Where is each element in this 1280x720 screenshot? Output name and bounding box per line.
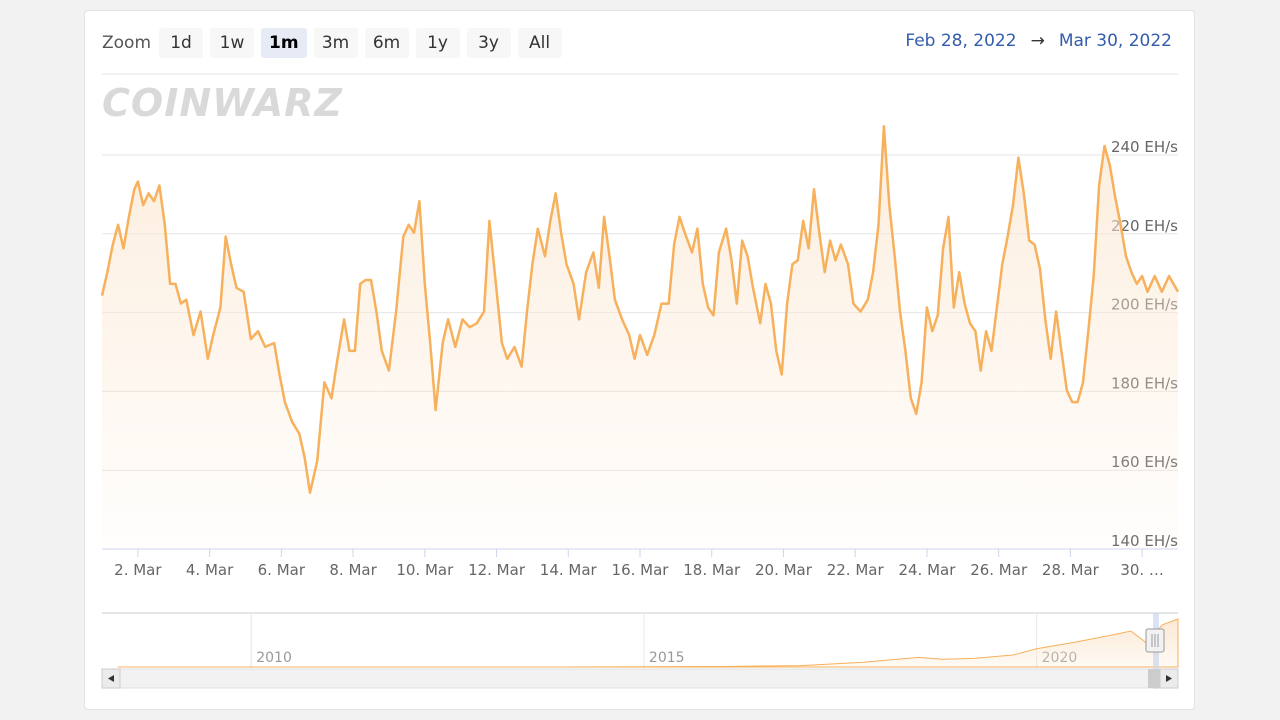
x-tick-label: 2. Mar — [114, 561, 162, 579]
range-arrow: → — [1030, 31, 1045, 51]
zoom-label: Zoom — [102, 33, 152, 53]
zoom-button-6m[interactable]: 6m — [364, 28, 409, 58]
coinwarz-watermark-logo: COINWARZ — [102, 81, 343, 125]
x-tick-label: 16. Mar — [612, 561, 670, 579]
x-tick-label: 10. Mar — [396, 561, 454, 579]
x-tick-label: 4. Mar — [186, 561, 234, 579]
scroll-right-arrow-icon — [1166, 675, 1172, 682]
navigator-series — [117, 618, 1179, 668]
y-tick-label: 220 EH/s — [1111, 217, 1178, 235]
zoom-button-1d[interactable]: 1d — [159, 28, 204, 58]
range-from-date[interactable]: Feb 28, 2022 — [905, 31, 1017, 51]
x-tick-label: 12. Mar — [468, 561, 526, 579]
navigator-year-label: 2015 — [649, 650, 685, 666]
x-tick-label: 18. Mar — [683, 561, 741, 579]
navigator-year-label: 2010 — [256, 650, 292, 666]
hashrate-line — [100, 125, 1180, 494]
x-tick-label: 28. Mar — [1042, 561, 1100, 579]
date-range: Feb 28, 2022 → Mar 30, 2022 — [905, 31, 1172, 51]
x-tick-label: 6. Mar — [258, 561, 306, 579]
scrollbar-thumb[interactable] — [1148, 669, 1160, 688]
x-tick-label: 22. Mar — [827, 561, 885, 579]
scroll-left-arrow-icon — [108, 675, 114, 682]
zoom-button-1y[interactable]: 1y — [415, 28, 460, 58]
zoom-bar: Zoom 1d 1w 1m 3m 6m 1y 3y All — [102, 28, 569, 58]
zoom-button-all[interactable]: All — [517, 28, 562, 58]
zoom-button-3m[interactable]: 3m — [313, 28, 358, 58]
zoom-button-1w[interactable]: 1w — [210, 28, 255, 58]
navigator-scrollbar[interactable] — [101, 668, 1179, 689]
y-tick-label: 240 EH/s — [1111, 138, 1178, 156]
x-tick-label: 20. Mar — [755, 561, 813, 579]
zoom-button-3y[interactable]: 3y — [466, 28, 511, 58]
range-to-date[interactable]: Mar 30, 2022 — [1058, 31, 1172, 51]
x-tick-label: 14. Mar — [540, 561, 598, 579]
x-tick-label: 8. Mar — [329, 561, 377, 579]
x-tick-label: 30. … — [1120, 561, 1164, 579]
x-tick-label: 26. Mar — [970, 561, 1028, 579]
navigator[interactable]: 201020152020 — [101, 612, 1179, 689]
x-tick-label: 24. Mar — [898, 561, 956, 579]
zoom-button-1m[interactable]: 1m — [261, 28, 307, 58]
